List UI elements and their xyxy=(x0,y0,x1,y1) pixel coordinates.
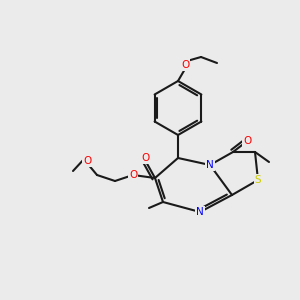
Text: O: O xyxy=(141,153,149,163)
Text: O: O xyxy=(83,156,91,166)
Text: O: O xyxy=(129,170,137,180)
Text: S: S xyxy=(255,175,261,185)
Text: O: O xyxy=(181,60,189,70)
Text: N: N xyxy=(206,160,214,170)
Text: O: O xyxy=(243,136,251,146)
Text: N: N xyxy=(196,207,204,217)
